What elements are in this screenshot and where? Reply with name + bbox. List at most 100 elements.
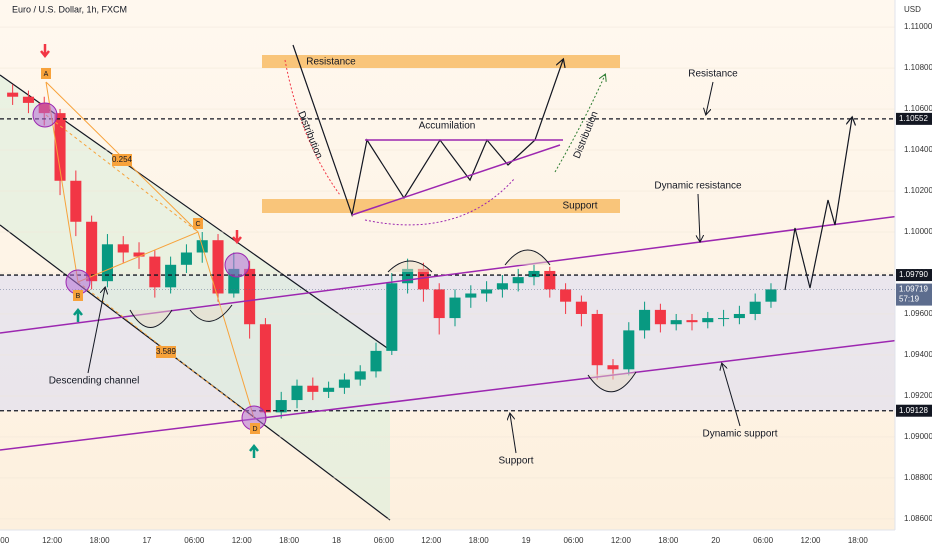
candle-body (670, 320, 682, 325)
candle-body (575, 301, 587, 314)
candle-body (560, 289, 572, 302)
arc (587, 371, 637, 393)
x-tick-label: 00 (0, 536, 9, 545)
candle-body (149, 256, 161, 288)
point-label: D (252, 426, 257, 433)
point-label: A (44, 71, 49, 78)
dotted-curve (284, 59, 341, 196)
y-tick-label: 1.09400 (904, 350, 932, 359)
y-tick-label: 1.09000 (904, 432, 932, 441)
time-axis (0, 530, 895, 550)
candle-body (702, 318, 714, 323)
pattern-path (292, 44, 563, 218)
x-tick-label: 06:00 (374, 536, 395, 545)
x-tick-label: 18:00 (848, 536, 869, 545)
candle-body (101, 244, 113, 282)
candle-body (686, 320, 698, 323)
y-tick-label: 1.08600 (904, 514, 932, 523)
candle-body (86, 221, 98, 282)
box-label: Support (562, 201, 597, 212)
candles-layer (0, 84, 895, 421)
candle-body (449, 297, 461, 319)
arc (189, 304, 233, 322)
point-label: C (195, 221, 200, 228)
y-tick-label: 1.10800 (904, 63, 932, 72)
point-tag (193, 218, 203, 229)
last-price-label: 1.09719 (899, 285, 928, 294)
candle-body (591, 313, 603, 366)
rising-line (351, 144, 561, 216)
candle-body (54, 113, 66, 181)
candle-body (386, 283, 398, 351)
annotation: Resistance (688, 69, 738, 80)
candle-body (654, 309, 666, 325)
chart-title: Euro / U.S. Dollar, 1h, FXCM (12, 4, 127, 14)
annotation: Descending channel (49, 376, 140, 387)
fib-tag (156, 346, 176, 358)
point-tag (250, 423, 260, 434)
arc (387, 260, 433, 273)
candle-body (512, 277, 524, 284)
x-tick-label: 18:00 (90, 536, 111, 545)
x-tick-label: 06:00 (563, 536, 584, 545)
dotted-curve (554, 75, 605, 173)
x-tick-label: 19 (522, 536, 531, 545)
candle-body (338, 379, 350, 388)
y-tick-label: 1.10000 (904, 227, 932, 236)
candle-body (22, 96, 34, 103)
x-tick-label: 12:00 (800, 536, 821, 545)
up-arrow (249, 443, 259, 458)
x-tick-label: 12:00 (421, 536, 442, 545)
candle-body (733, 313, 745, 319)
level-tag (896, 404, 932, 417)
level-tag-label: 1.09790 (899, 270, 928, 279)
axes-layer: 1.11000 1.10800 1.10600 1.10400 1.10200 1.100… (0, 22, 932, 545)
x-tick-label: 18:00 (279, 536, 300, 545)
x-tick-label: 12:00 (611, 536, 632, 545)
candle-body (607, 365, 619, 370)
candle-body (417, 268, 429, 290)
label-pointer (87, 288, 105, 374)
down-arrow (40, 44, 50, 59)
channel-fill (0, 75, 390, 520)
candle-body (718, 318, 730, 320)
x-tick-label: 06:00 (184, 536, 205, 545)
candle-body (323, 387, 335, 392)
last-price-tag (896, 283, 932, 306)
fib-label: 3.589 (156, 347, 177, 356)
x-tick-label: 18 (332, 536, 341, 545)
x-tick-label: 18:00 (469, 536, 490, 545)
resistance-box (262, 55, 620, 68)
point-tag (73, 290, 83, 301)
channel-bottom (0, 224, 391, 521)
x-tick-label: 06:00 (753, 536, 774, 545)
candle-body (133, 252, 145, 257)
y-tick-label: 1.11000 (904, 22, 932, 31)
annotation: Accumilation (419, 121, 476, 132)
candle-body (307, 385, 319, 392)
point-tag (41, 68, 51, 79)
countdown-label: 57:19 (899, 295, 920, 304)
candle-body (749, 301, 761, 314)
x-tick-label: 18:00 (658, 536, 679, 545)
point-label: B (76, 293, 81, 300)
label-pointer (510, 414, 517, 454)
candle-body (291, 385, 303, 401)
circle-marker (32, 102, 58, 128)
arc (129, 309, 173, 328)
candle-body (180, 252, 192, 265)
annotation: Dynamic resistance (654, 181, 742, 192)
candle-body (544, 270, 556, 290)
candle-body (481, 289, 493, 294)
y-tick-label: 1.08800 (904, 473, 932, 482)
x-tick-label: 20 (711, 536, 720, 545)
candle-body (465, 293, 477, 298)
fib-tag (112, 154, 132, 166)
x-tick-label: 17 (142, 536, 151, 545)
candle-body (259, 324, 271, 413)
y-tick-label: 1.10400 (904, 145, 932, 154)
label-pointer (698, 193, 700, 241)
box-label: Resistance (306, 57, 356, 68)
level-tag-label: 1.09128 (899, 406, 928, 415)
dotted-arc (364, 177, 516, 226)
